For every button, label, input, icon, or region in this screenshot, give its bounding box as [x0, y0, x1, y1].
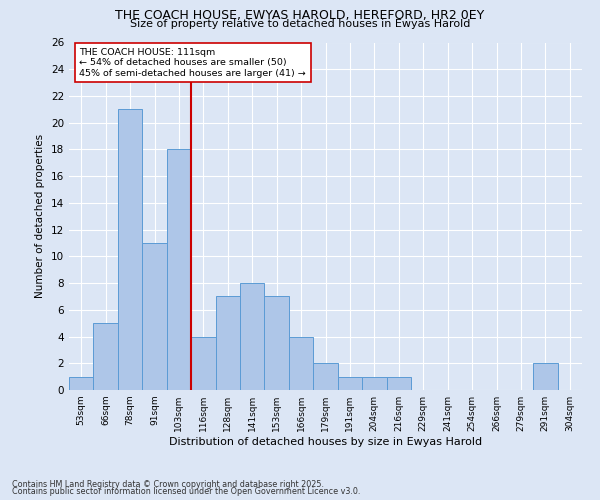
Text: THE COACH HOUSE, EWYAS HAROLD, HEREFORD, HR2 0EY: THE COACH HOUSE, EWYAS HAROLD, HEREFORD,… [115, 9, 485, 22]
Bar [191, 336, 215, 390]
Bar [533, 364, 557, 390]
Bar [118, 110, 142, 390]
X-axis label: Distribution of detached houses by size in Ewyas Harold: Distribution of detached houses by size … [169, 437, 482, 447]
Bar [69, 376, 94, 390]
Bar [142, 243, 167, 390]
Y-axis label: Number of detached properties: Number of detached properties [35, 134, 46, 298]
Bar [362, 376, 386, 390]
Bar [240, 283, 265, 390]
Text: THE COACH HOUSE: 111sqm
← 54% of detached houses are smaller (50)
45% of semi-de: THE COACH HOUSE: 111sqm ← 54% of detache… [79, 48, 306, 78]
Text: Contains HM Land Registry data © Crown copyright and database right 2025.: Contains HM Land Registry data © Crown c… [12, 480, 324, 489]
Bar [338, 376, 362, 390]
Bar [289, 336, 313, 390]
Text: Contains public sector information licensed under the Open Government Licence v3: Contains public sector information licen… [12, 487, 361, 496]
Bar [215, 296, 240, 390]
Bar [265, 296, 289, 390]
Bar [167, 150, 191, 390]
Text: Size of property relative to detached houses in Ewyas Harold: Size of property relative to detached ho… [130, 19, 470, 29]
Bar [94, 323, 118, 390]
Bar [386, 376, 411, 390]
Bar [313, 364, 338, 390]
